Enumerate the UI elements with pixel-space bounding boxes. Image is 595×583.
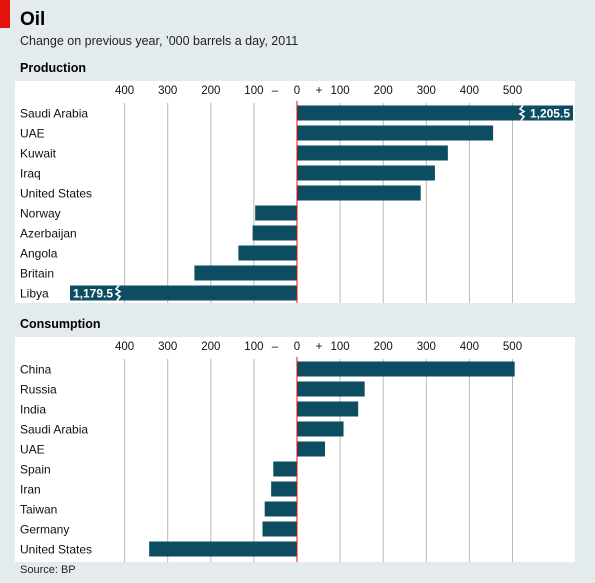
production-tick-label: 400 xyxy=(460,85,479,97)
consumption-bar-india xyxy=(297,401,359,417)
consumption-category-label-india: India xyxy=(20,403,46,417)
production-category-label-azerbaijan: Azerbaijan xyxy=(20,227,77,241)
consumption-category-label-saudi-arabia: Saudi Arabia xyxy=(20,423,88,437)
production-tick-label: 200 xyxy=(201,85,220,97)
consumption-tick-label: 400 xyxy=(460,341,479,353)
production-category-label-uae: UAE xyxy=(20,127,45,141)
consumption-bar-china xyxy=(297,361,515,377)
consumption-bar-uae xyxy=(297,441,326,457)
production-bar-kuwait xyxy=(297,145,448,161)
consumption-tick-label: 400 xyxy=(115,341,134,353)
production-bar-iraq xyxy=(297,165,435,181)
production-data-label-libya: 1,179.5 xyxy=(73,287,113,301)
production-category-label-angola: Angola xyxy=(20,247,58,261)
consumption-tick-label: + xyxy=(316,341,323,353)
production-tick-label: 200 xyxy=(374,85,393,97)
production-category-label-norway: Norway xyxy=(20,207,61,221)
production-bar-azerbaijan xyxy=(252,225,297,241)
production-bar-norway xyxy=(255,205,297,221)
consumption-category-label-iran: Iran xyxy=(20,483,41,497)
consumption-bar-saudi-arabia xyxy=(297,421,344,437)
production-tick-label: 100 xyxy=(244,85,263,97)
consumption-category-label-united-states: United States xyxy=(20,543,92,557)
consumption-bar-germany xyxy=(262,521,297,537)
consumption-tick-label: 100 xyxy=(331,341,350,353)
consumption-category-label-germany: Germany xyxy=(20,523,69,537)
consumption-category-label-uae: UAE xyxy=(20,443,45,457)
production-tick-label: 300 xyxy=(158,85,177,97)
production-axis-break-libya xyxy=(114,284,122,301)
consumption-category-label-china: China xyxy=(20,363,52,377)
consumption-chart: 400 300 200 100–0 +100 200 300 400 500ChinaRussi… xyxy=(15,337,575,562)
brand-accent-tab xyxy=(0,0,10,28)
production-category-label-saudi-arabia: Saudi Arabia xyxy=(20,107,88,121)
consumption-tick-label: 200 xyxy=(201,341,220,353)
production-category-label-libya: Libya xyxy=(20,287,49,301)
consumption-category-label-taiwan: Taiwan xyxy=(20,503,57,517)
production-bar-britain xyxy=(194,265,297,281)
consumption-panel-title: Consumption xyxy=(20,317,101,331)
production-tick-label: 0 xyxy=(294,85,300,97)
consumption-bar-united-states xyxy=(149,541,297,557)
consumption-bar-russia xyxy=(297,381,365,397)
consumption-tick-label: 0 xyxy=(294,341,300,353)
production-bar-united-states xyxy=(297,185,421,201)
production-tick-label: – xyxy=(272,85,279,97)
consumption-tick-label: 100 xyxy=(244,341,263,353)
production-bar-uae xyxy=(297,125,494,141)
consumption-tick-label: 200 xyxy=(374,341,393,353)
production-panel-title: Production xyxy=(20,61,86,75)
production-tick-label: 100 xyxy=(331,85,350,97)
consumption-bar-taiwan xyxy=(264,501,297,517)
production-category-label-united-states: United States xyxy=(20,187,92,201)
production-bar-angola xyxy=(238,245,297,261)
consumption-category-label-russia: Russia xyxy=(20,383,57,397)
production-tick-label: 300 xyxy=(417,85,436,97)
consumption-bar-spain xyxy=(273,461,297,477)
consumption-tick-label: 500 xyxy=(503,341,522,353)
production-tick-label: 400 xyxy=(115,85,134,97)
production-category-label-kuwait: Kuwait xyxy=(20,147,57,161)
chart-subtitle: Change on previous year, ’000 barrels a … xyxy=(20,34,299,48)
consumption-tick-label: 300 xyxy=(158,341,177,353)
source-note: Source: BP xyxy=(20,564,76,576)
production-bar-libya xyxy=(70,285,297,301)
consumption-bar-iran xyxy=(271,481,297,497)
production-category-label-iraq: Iraq xyxy=(20,167,41,181)
production-category-label-britain: Britain xyxy=(20,267,54,281)
production-tick-label: 500 xyxy=(503,85,522,97)
consumption-category-label-spain: Spain xyxy=(20,463,51,477)
production-tick-label: + xyxy=(316,85,323,97)
production-bar-saudi-arabia xyxy=(297,105,573,121)
production-axis-break-saudi-arabia xyxy=(518,104,526,121)
consumption-tick-label: – xyxy=(272,341,279,353)
production-data-label-saudi-arabia: 1,205.5 xyxy=(530,107,570,121)
consumption-tick-label: 300 xyxy=(417,341,436,353)
chart-title: Oil xyxy=(20,9,46,30)
